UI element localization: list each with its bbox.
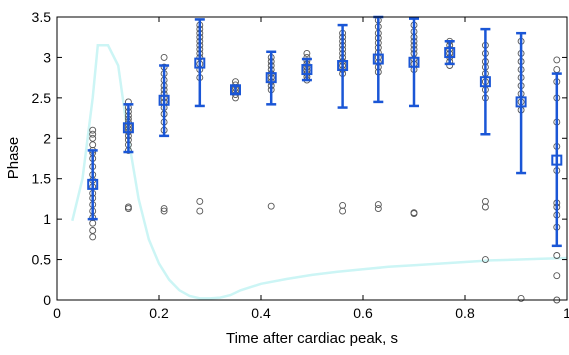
scatter-point — [303, 49, 311, 57]
scatter-point — [553, 272, 561, 280]
scatter-point — [160, 207, 168, 215]
x-tick-label: 0.4 — [251, 305, 271, 321]
x-tick-label: 1 — [563, 305, 569, 321]
y-tick-label: 0.5 — [32, 252, 52, 268]
y-axis-label: Phase — [5, 137, 22, 180]
scatter-point — [339, 201, 347, 209]
x-tick-label: 0.6 — [353, 305, 373, 321]
y-tick-label: 0 — [43, 292, 51, 308]
mean-marker — [551, 154, 563, 166]
mean-errorbar-layer — [87, 15, 563, 248]
mean-marker — [301, 64, 313, 76]
mean-marker — [408, 56, 420, 68]
y-tick-label: 1 — [43, 211, 51, 227]
mean-marker — [372, 53, 384, 65]
scatter-point — [196, 207, 204, 215]
scatter-point — [517, 294, 525, 302]
scatter-point — [89, 141, 97, 149]
y-tick-label: 3.5 — [32, 9, 52, 25]
scatter-point — [374, 201, 382, 209]
x-axis-ticks: 0 0.2 0.4 0.6 0.8 1 — [53, 17, 569, 321]
scatter-point — [196, 197, 204, 205]
x-tick-label: 0 — [53, 305, 61, 321]
scatter-point — [124, 203, 132, 211]
plot-area-background — [57, 17, 567, 300]
mean-marker — [230, 84, 241, 96]
y-tick-label: 1.5 — [32, 171, 52, 187]
y-tick-label: 3 — [43, 49, 51, 65]
scatter-point — [481, 256, 489, 264]
mean-marker — [87, 178, 99, 190]
scatter-point — [89, 227, 97, 234]
background-curve — [71, 44, 568, 300]
scatter-point — [410, 209, 418, 217]
scatter-point — [374, 205, 382, 213]
y-axis-ticks: 0 0.5 1 1.5 2 2.5 3 3.5 — [32, 9, 567, 308]
y-tick-label: 2 — [43, 130, 51, 146]
mean-marker — [122, 122, 134, 134]
scatter-point — [89, 126, 97, 134]
plot-frame — [56, 16, 568, 301]
mean-marker — [337, 60, 349, 72]
mean-marker — [479, 76, 491, 88]
scatter-point — [553, 56, 561, 64]
x-tick-label: 0.8 — [455, 305, 475, 321]
y-tick-label: 2.5 — [32, 90, 52, 106]
background-curve-layer — [71, 44, 568, 300]
mean-marker — [158, 94, 170, 106]
mean-marker — [444, 47, 456, 59]
scatter-point — [481, 197, 489, 205]
x-axis-label: Time after cardiac peak, s — [226, 330, 398, 347]
scatter-point — [160, 205, 168, 213]
scatter-point — [89, 130, 97, 138]
x-tick-label: 0.2 — [149, 305, 169, 321]
scatter-point — [89, 134, 97, 142]
mean-marker — [265, 72, 277, 84]
scatter-point — [267, 202, 275, 210]
mean-marker — [515, 96, 527, 108]
scatter-point — [160, 53, 168, 61]
mean-marker — [194, 57, 206, 69]
scatter-point — [553, 252, 561, 259]
